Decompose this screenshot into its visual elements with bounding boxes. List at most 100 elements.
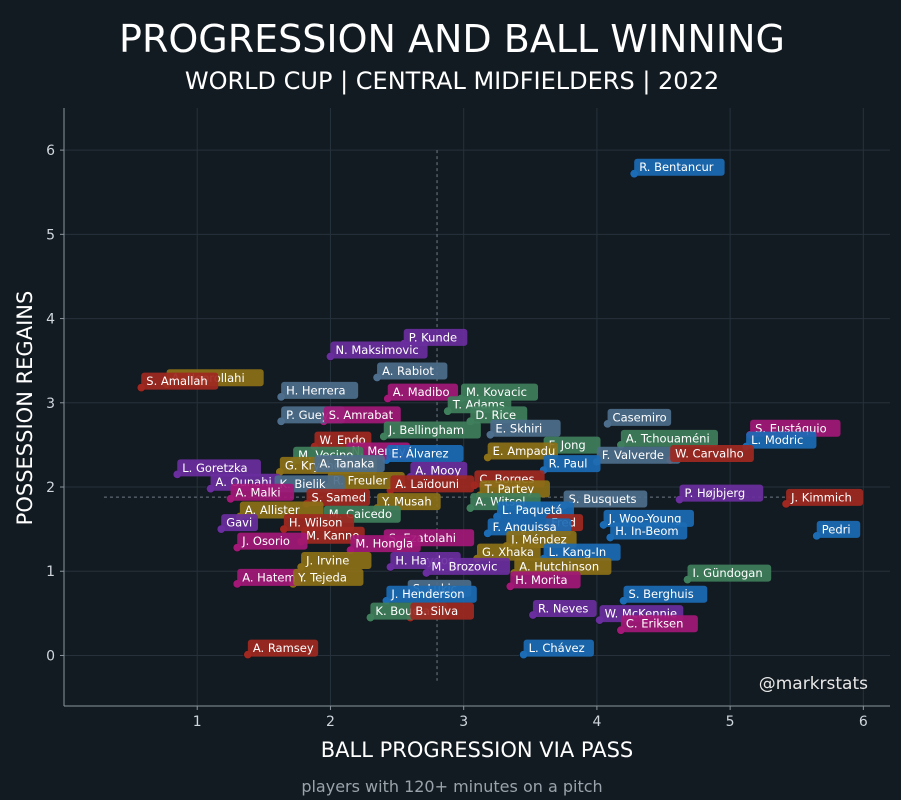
point-label: M. Kanno — [301, 526, 365, 544]
point-label-box — [679, 484, 764, 502]
point-label-text: R. Paul — [549, 457, 588, 471]
point-label-text: P. Højbjerg — [685, 486, 746, 500]
point-label-box — [350, 535, 421, 553]
point-label-box — [623, 585, 708, 603]
point-label-box — [816, 520, 861, 538]
point-label-box — [301, 552, 372, 570]
point-label-text: M. Kovacic — [466, 385, 527, 399]
point-label-box — [490, 419, 561, 437]
y-tick-label: 4 — [46, 312, 55, 328]
point-label-text: M. Hongla — [355, 537, 413, 551]
watermark: @markrstats — [759, 674, 868, 694]
point-label-box — [386, 585, 477, 603]
point-label-text: G. Xhaka — [482, 545, 534, 559]
point-label: J. Osorio — [237, 532, 308, 550]
point-label: J. Bellingham — [383, 421, 481, 439]
point-label: A. Madibo — [387, 383, 459, 401]
point-label-text: J. Irvine — [305, 554, 349, 568]
point-label-text: A. Mooy — [415, 463, 461, 477]
point-label-box — [230, 483, 295, 501]
point-label: S. Busquets — [563, 490, 648, 508]
point-label-text: T. Partey — [484, 482, 535, 496]
point-label: A. Tanaka — [314, 455, 385, 473]
point-label-text: J. Henderson — [390, 587, 464, 601]
point-label: W. Carvalho — [670, 445, 754, 463]
point-label-text: A. Ramsey — [253, 641, 314, 655]
point-label: G. Xhaka — [477, 543, 541, 561]
point-label-box — [387, 383, 459, 401]
y-axis-label: POSSESSION REGAINS — [13, 291, 37, 526]
point-label-text: H. In-Beom — [615, 524, 678, 538]
point-label-text: A. Hatem — [242, 570, 295, 584]
point-label: N. Maksimovic — [330, 341, 428, 359]
point-label: P. Højbjerg — [679, 484, 764, 502]
point-label-box — [383, 421, 481, 439]
point-label: L. Chávez — [523, 639, 594, 657]
point-label: A. Hatem — [237, 568, 301, 586]
point-label-box — [523, 639, 594, 657]
y-tick-label: 0 — [46, 648, 55, 664]
point-label-text: Y. Musah — [381, 495, 432, 509]
point-label: Y. Tejeda — [293, 568, 364, 586]
point-label: S. Samed — [306, 488, 371, 506]
point-label: H. In-Beom — [610, 522, 688, 540]
point-label-box — [426, 557, 511, 575]
point-label-box — [237, 568, 301, 586]
point-label: A. Laïdouni — [390, 475, 475, 493]
point-label: L. Goretzka — [177, 459, 261, 477]
point-label: M. Hongla — [350, 535, 421, 553]
point-label: J. Irvine — [301, 552, 372, 570]
point-label-box — [306, 488, 371, 506]
point-label-box — [314, 455, 385, 473]
point-label-text: S. Amrabat — [329, 408, 394, 422]
point-label-text: R. Neves — [538, 602, 588, 616]
point-label-text: E. Álvarez — [391, 446, 448, 461]
point-label: H. Morita — [510, 571, 581, 589]
point-label-text: A. Tchouaméni — [626, 431, 710, 445]
point-label-text: R. Freuler — [333, 474, 388, 488]
point-label: I. Gündogan — [687, 564, 772, 582]
point-label-text: W. Carvalho — [675, 447, 744, 461]
point-label: E. Ampadu — [487, 442, 558, 460]
x-tick-label: 3 — [459, 714, 468, 730]
point-label: D. Rice — [470, 406, 528, 424]
point-label-text: D. Rice — [475, 408, 516, 422]
tick-labels: 1 2 3 4 5 6 0 1 2 3 4 5 6 — [46, 143, 868, 730]
point-label-box — [786, 488, 864, 506]
point-label-box — [281, 381, 359, 399]
point-label-text: Casemiro — [613, 410, 667, 424]
point-label-box — [596, 446, 681, 464]
point-label-text: H. Wilson — [289, 516, 343, 530]
chart-subtitle: WORLD CUP | CENTRAL MIDFIELDERS | 2022 — [185, 67, 719, 95]
point-label: B. Silva — [410, 602, 474, 620]
y-tick-label: 2 — [46, 480, 55, 496]
point-label-text: Pedri — [822, 522, 851, 536]
point-label-text: A. Allister — [245, 503, 300, 517]
point-label: R. Neves — [532, 600, 597, 618]
point-label-box — [323, 406, 401, 424]
point-label: L. Kang-In — [543, 543, 621, 561]
point-label-text: F. Valverde — [602, 448, 664, 462]
point-label-text: J. Osorio — [241, 534, 290, 548]
point-label-text: L. Modric — [751, 433, 803, 447]
point-label-box — [543, 543, 621, 561]
point-label-text: C. Eriksen — [626, 617, 684, 631]
x-tick-label: 4 — [592, 714, 601, 730]
point-label-text: S. Amallah — [146, 374, 207, 388]
point-label-text: E. Ampadu — [493, 444, 556, 458]
axes — [63, 108, 890, 707]
point-label-text: S. Busquets — [569, 492, 637, 506]
point-label: A. Rabiot — [377, 362, 448, 380]
point-label-text: L. Paquetá — [502, 503, 562, 517]
point-label-box — [634, 158, 725, 176]
point-label: Pedri — [816, 520, 861, 538]
point-label-box — [301, 526, 365, 544]
point-label: S. Amallah — [141, 372, 219, 390]
point-label-text: I. Gündogan — [692, 566, 762, 580]
point-label-text: A. Tanaka — [319, 457, 374, 471]
point-label: A. Tchouaméni — [620, 429, 718, 447]
point-label-box — [410, 461, 468, 479]
point-label: F. Valverde — [596, 446, 681, 464]
point-label-box — [514, 557, 612, 575]
